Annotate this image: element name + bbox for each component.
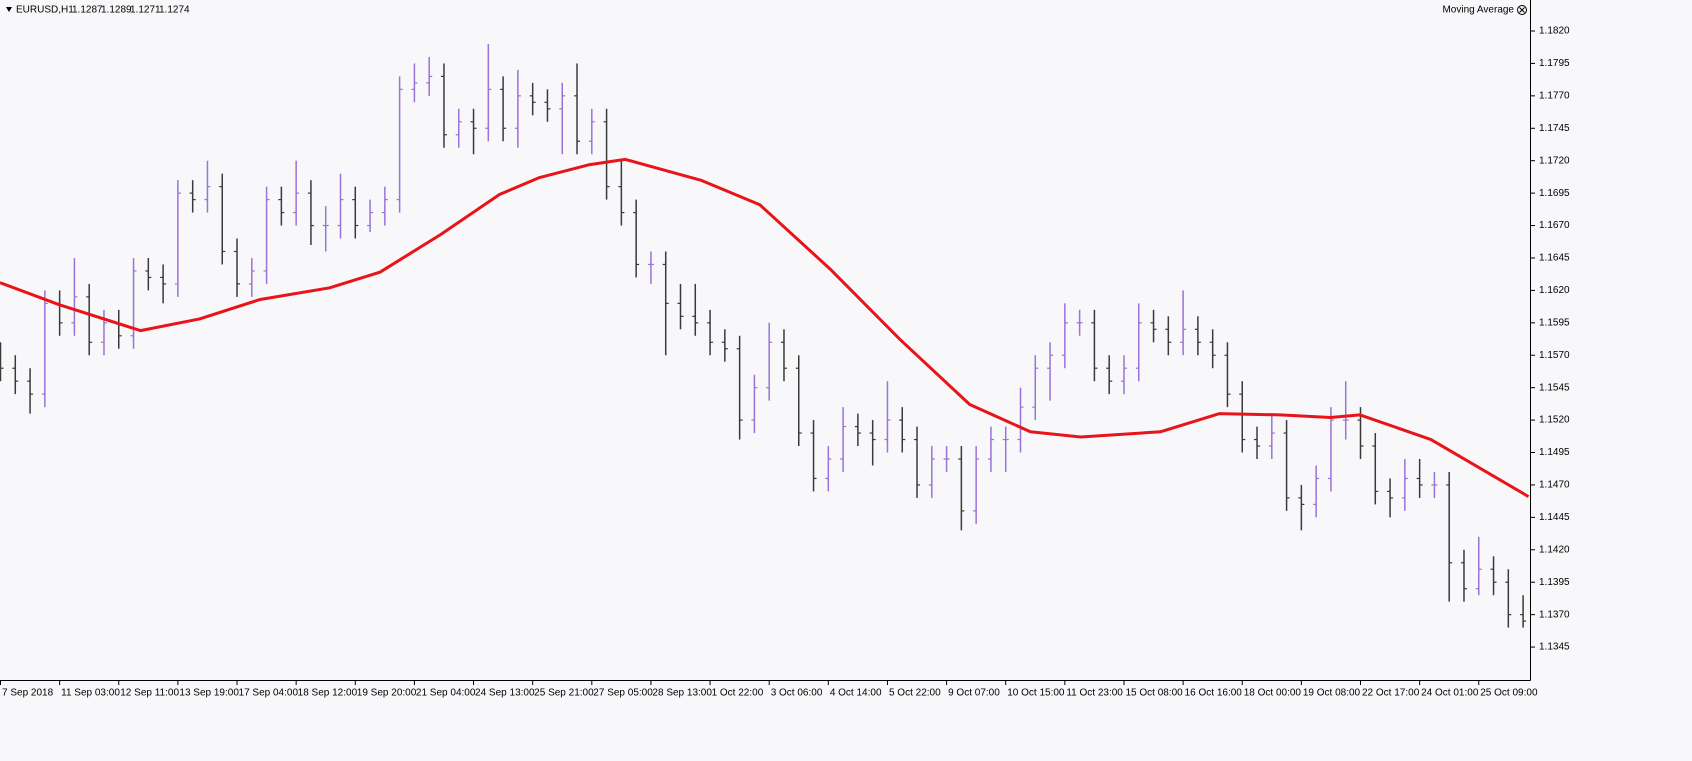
- indicator-close-icon[interactable]: [1517, 5, 1527, 15]
- x-tick-label: 3 Oct 06:00: [771, 688, 823, 699]
- y-tick-label: 1.1720: [1539, 155, 1570, 166]
- x-tick-label: 7 Sep 2018: [2, 688, 54, 699]
- quote-close: 1.1274: [159, 5, 190, 16]
- x-tick-label: 19 Oct 08:00: [1303, 688, 1361, 699]
- x-tick-label: 13 Sep 19:00: [179, 688, 239, 699]
- quote-high: 1.1289: [101, 5, 132, 16]
- x-tick-label: 1 Oct 22:00: [712, 688, 764, 699]
- x-tick-label: 25 Oct 09:00: [1480, 688, 1538, 699]
- y-tick-label: 1.1370: [1539, 609, 1570, 620]
- y-tick-label: 1.1520: [1539, 415, 1570, 426]
- x-tick-label: 17 Sep 04:00: [239, 688, 299, 699]
- y-tick-label: 1.1470: [1539, 480, 1570, 491]
- x-tick-label: 24 Sep 13:00: [475, 688, 535, 699]
- y-tick-label: 1.1620: [1539, 285, 1570, 296]
- x-tick-label: 12 Sep 11:00: [120, 688, 179, 699]
- y-tick-label: 1.1820: [1539, 26, 1570, 37]
- x-tick-label: 4 Oct 14:00: [830, 688, 882, 699]
- quote-low: 1.1271: [130, 5, 161, 16]
- chart-title: EURUSD,H1: [16, 5, 74, 16]
- x-tick-label: 28 Sep 13:00: [652, 688, 712, 699]
- x-tick-label: 11 Oct 23:00: [1066, 688, 1123, 699]
- x-tick-label: 11 Sep 03:00: [61, 688, 120, 699]
- x-tick-label: 10 Oct 15:00: [1007, 688, 1065, 699]
- moving-average-line: [0, 157, 1530, 498]
- y-tick-label: 1.1570: [1539, 350, 1570, 361]
- x-tick-label: 19 Sep 20:00: [357, 688, 417, 699]
- x-tick-label: 15 Oct 08:00: [1125, 688, 1183, 699]
- indicator-label: Moving Average: [1442, 5, 1514, 16]
- y-tick-label: 1.1395: [1539, 577, 1570, 588]
- y-tick-label: 1.1695: [1539, 188, 1570, 199]
- y-tick-label: 1.1670: [1539, 220, 1570, 231]
- x-tick-label: 18 Sep 12:00: [298, 688, 358, 699]
- y-tick-label: 1.1495: [1539, 447, 1570, 458]
- y-tick-label: 1.1745: [1539, 123, 1570, 134]
- x-tick-label: 21 Sep 04:00: [416, 688, 476, 699]
- x-tick-label: 25 Sep 21:00: [534, 688, 594, 699]
- x-tick-label: 22 Oct 17:00: [1362, 688, 1420, 699]
- y-tick-label: 1.1645: [1539, 253, 1570, 264]
- y-tick-label: 1.1770: [1539, 90, 1570, 101]
- y-tick-label: 1.1795: [1539, 58, 1570, 69]
- x-tick-label: 16 Oct 16:00: [1185, 688, 1243, 699]
- y-tick-label: 1.1445: [1539, 512, 1570, 523]
- x-tick-label: 18 Oct 00:00: [1244, 688, 1302, 699]
- x-tick-label: 27 Sep 05:00: [593, 688, 653, 699]
- x-tick-label: 24 Oct 01:00: [1421, 688, 1479, 699]
- y-tick-label: 1.1420: [1539, 544, 1570, 555]
- symbol-menu-arrow[interactable]: [6, 7, 12, 12]
- y-tick-label: 1.1595: [1539, 317, 1570, 328]
- x-tick-label: 9 Oct 07:00: [948, 688, 1000, 699]
- y-tick-label: 1.1545: [1539, 382, 1570, 393]
- quote-open: 1.1287: [72, 5, 103, 16]
- x-tick-label: 5 Oct 22:00: [889, 688, 941, 699]
- y-tick-label: 1.1345: [1539, 642, 1570, 653]
